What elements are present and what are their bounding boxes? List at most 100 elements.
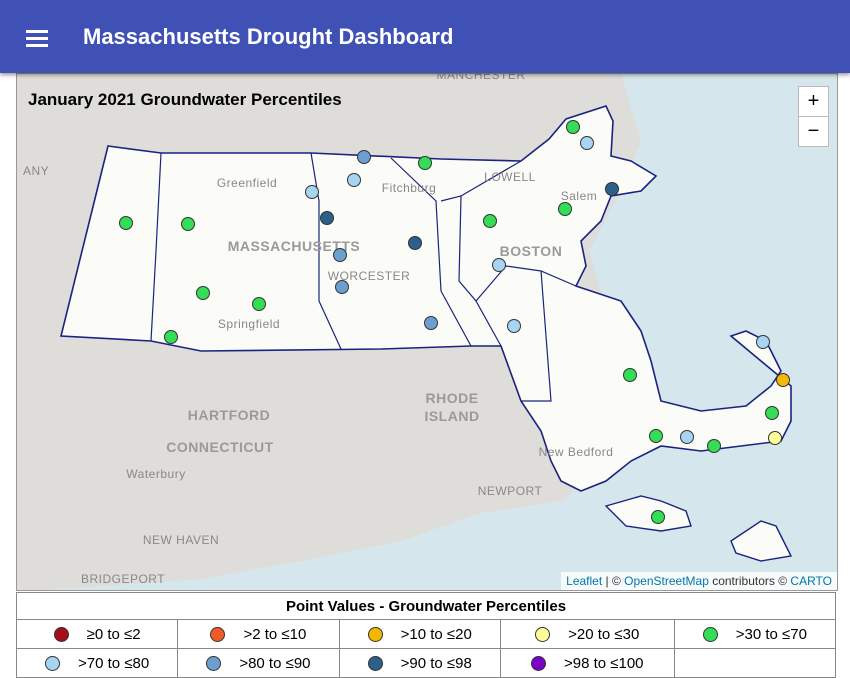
map-title: January 2021 Groundwater Percentiles bbox=[28, 90, 342, 109]
carto-link[interactable]: CARTO bbox=[790, 574, 832, 588]
place-label: LOWELL bbox=[484, 170, 536, 184]
station-point[interactable] bbox=[164, 330, 178, 344]
station-point[interactable] bbox=[756, 335, 770, 349]
legend-label: >70 to ≤80 bbox=[78, 654, 150, 672]
zoom-in[interactable]: + bbox=[798, 86, 829, 117]
station-point[interactable] bbox=[765, 406, 779, 420]
station-point[interactable] bbox=[492, 258, 506, 272]
legend-title: Point Values - Groundwater Percentiles bbox=[16, 592, 836, 620]
points bbox=[119, 120, 790, 524]
place-label: WORCESTER bbox=[328, 269, 411, 283]
legend-swatch bbox=[367, 627, 383, 643]
menu-button[interactable] bbox=[26, 30, 48, 51]
legend-label: >2 to ≤10 bbox=[243, 625, 307, 643]
legend-label: >90 to ≤98 bbox=[400, 654, 472, 672]
legend-item: >10 to ≤20 bbox=[338, 619, 501, 649]
map-canvas: MANCHESTER Greenfield Fitchburg LOWELL Salem… bbox=[17, 74, 837, 590]
app-bar: Massachusetts Drought Dashboard bbox=[0, 0, 850, 73]
legend-label: >20 to ≤30 bbox=[568, 625, 640, 643]
place-label: NEW HAVEN bbox=[143, 533, 219, 547]
station-point[interactable] bbox=[181, 217, 195, 231]
state-outline bbox=[59, 105, 792, 492]
station-point[interactable] bbox=[119, 216, 133, 230]
legend-swatch bbox=[535, 627, 551, 643]
station-point[interactable] bbox=[680, 430, 694, 444]
station-point[interactable] bbox=[566, 120, 580, 134]
station-point[interactable] bbox=[707, 439, 721, 453]
attr-text: | © bbox=[602, 574, 625, 588]
legend-swatch bbox=[530, 656, 546, 672]
place-label: Fitchburg bbox=[382, 181, 437, 195]
station-point[interactable] bbox=[605, 182, 619, 196]
station-point[interactable] bbox=[320, 211, 334, 225]
station-point[interactable] bbox=[768, 431, 782, 445]
legend-swatch bbox=[210, 627, 226, 643]
place-label: Greenfield bbox=[217, 176, 277, 190]
legend-swatch bbox=[367, 656, 383, 672]
place-label: MASSACHUSETTS bbox=[228, 238, 361, 254]
station-point[interactable] bbox=[558, 202, 572, 216]
legend-label: >98 to ≤100 bbox=[563, 654, 644, 672]
legend: Point Values - Groundwater Percentiles ≥… bbox=[15, 592, 837, 678]
attribution: Leaflet | © OpenStreetMap contributors ©… bbox=[561, 572, 837, 590]
osm-link[interactable]: OpenStreetMap bbox=[624, 574, 709, 588]
station-point[interactable] bbox=[483, 214, 497, 228]
place-label: CONNECTICUT bbox=[166, 439, 273, 455]
station-point[interactable] bbox=[776, 373, 790, 387]
place-label: MANCHESTER bbox=[436, 74, 525, 82]
legend-label: >80 to ≤90 bbox=[239, 654, 311, 672]
station-point[interactable] bbox=[651, 510, 665, 524]
legend-swatch bbox=[45, 656, 61, 672]
station-point[interactable] bbox=[252, 297, 266, 311]
legend-swatch bbox=[206, 656, 222, 672]
station-point[interactable] bbox=[335, 280, 349, 294]
legend-label: ≥0 to ≤2 bbox=[86, 625, 141, 643]
legend-item: >90 to ≤98 bbox=[338, 648, 501, 678]
legend-empty bbox=[673, 648, 837, 678]
island bbox=[604, 495, 692, 532]
place-label: BOSTON bbox=[500, 243, 563, 259]
app-title: Massachusetts Drought Dashboard bbox=[83, 24, 454, 49]
place-label: ANY bbox=[23, 164, 49, 178]
island bbox=[730, 520, 793, 562]
legend-item: >2 to ≤10 bbox=[177, 619, 340, 649]
map[interactable]: MANCHESTER Greenfield Fitchburg LOWELL Salem… bbox=[16, 73, 838, 591]
legend-label: >30 to ≤70 bbox=[735, 625, 807, 643]
place-labels: MANCHESTER Greenfield Fitchburg LOWELL Salem… bbox=[23, 74, 613, 586]
legend-item: >20 to ≤30 bbox=[499, 619, 675, 649]
legend-item: >98 to ≤100 bbox=[499, 648, 675, 678]
place-label: New Bedford bbox=[539, 445, 614, 459]
zoom-out[interactable]: − bbox=[798, 116, 829, 147]
place-label: RHODE bbox=[425, 390, 478, 406]
station-point[interactable] bbox=[580, 136, 594, 150]
station-point[interactable] bbox=[507, 319, 521, 333]
station-point[interactable] bbox=[196, 286, 210, 300]
place-label: BRIDGEPORT bbox=[81, 572, 165, 586]
station-point[interactable] bbox=[333, 248, 347, 262]
place-label: NEWPORT bbox=[478, 484, 543, 498]
station-point[interactable] bbox=[418, 156, 432, 170]
leaflet-link[interactable]: Leaflet bbox=[566, 574, 603, 588]
attr-text: contributors © bbox=[708, 574, 791, 588]
place-label: Waterbury bbox=[126, 467, 185, 481]
legend-swatch bbox=[702, 627, 718, 643]
place-label: Springfield bbox=[218, 317, 280, 331]
station-point[interactable] bbox=[408, 236, 422, 250]
station-point[interactable] bbox=[649, 429, 663, 443]
legend-label: >10 to ≤20 bbox=[400, 625, 472, 643]
legend-item: >70 to ≤80 bbox=[15, 648, 179, 678]
place-label: HARTFORD bbox=[188, 407, 271, 423]
legend-item: ≥0 to ≤2 bbox=[15, 619, 179, 649]
station-point[interactable] bbox=[347, 173, 361, 187]
place-label: Salem bbox=[561, 189, 598, 203]
legend-item: >80 to ≤90 bbox=[177, 648, 340, 678]
station-point[interactable] bbox=[424, 316, 438, 330]
county-lines bbox=[150, 152, 577, 402]
station-point[interactable] bbox=[305, 185, 319, 199]
legend-item: >30 to ≤70 bbox=[673, 619, 837, 649]
station-point[interactable] bbox=[357, 150, 371, 164]
station-point[interactable] bbox=[623, 368, 637, 382]
place-label: ISLAND bbox=[424, 408, 479, 424]
legend-swatch bbox=[53, 627, 69, 643]
